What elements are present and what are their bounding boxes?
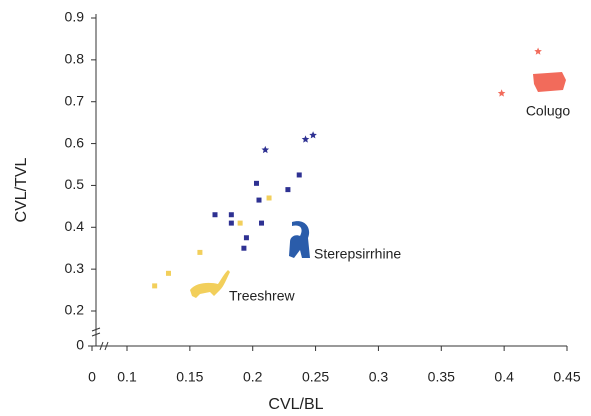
point — [497, 89, 506, 97]
treeshrew-icon — [190, 270, 230, 298]
y-axis-title: CVL/TVL — [13, 157, 30, 222]
y-tick-label: 0.2 — [65, 302, 85, 318]
point — [243, 235, 249, 241]
colugo-icon — [533, 72, 566, 92]
strepsirrhine-icon — [289, 221, 310, 258]
point — [241, 245, 247, 251]
y-tick-label: 0.7 — [65, 92, 85, 108]
point — [253, 180, 259, 186]
axis-break — [99, 341, 109, 351]
y-tick-label: 0.9 — [65, 9, 85, 25]
point — [237, 220, 243, 226]
point — [261, 145, 270, 154]
x-tick-label: 0.3 — [369, 369, 389, 385]
point — [309, 131, 317, 139]
point — [301, 135, 310, 143]
x-tick-label: 0.35 — [428, 369, 455, 385]
x-tick-label: 0.45 — [553, 369, 580, 385]
point — [228, 220, 234, 226]
x-tick-label: 0 — [88, 369, 96, 385]
y-tick-label: 0.5 — [65, 176, 85, 192]
x-tick-label: 0.25 — [302, 369, 329, 385]
x-tick-label: 0.15 — [176, 369, 203, 385]
point — [256, 197, 262, 203]
point — [266, 195, 272, 201]
point — [212, 212, 218, 218]
point — [259, 220, 265, 226]
y-tick-label: 0 — [76, 337, 84, 353]
x-tick-label: 0.2 — [243, 369, 263, 385]
y-tick-label: 0.8 — [65, 51, 85, 67]
point — [228, 212, 234, 218]
x-tick-label: 0.1 — [117, 369, 137, 385]
annotation: Colugo — [526, 103, 571, 119]
point — [534, 47, 542, 55]
y-tick-label: 0.3 — [65, 260, 85, 276]
x-axis-title: CVL/BL — [268, 396, 323, 413]
point — [165, 270, 171, 276]
point — [296, 172, 302, 178]
y-tick-label: 0.4 — [65, 218, 85, 234]
y-tick-label: 0.6 — [65, 134, 85, 150]
x-tick-label: 0.4 — [494, 369, 514, 385]
point — [152, 283, 158, 289]
axis-break — [91, 327, 101, 337]
annotation: Treeshrew — [229, 288, 296, 304]
point — [197, 249, 203, 255]
annotation: Sterepsirrhine — [314, 246, 401, 262]
point — [285, 187, 291, 193]
